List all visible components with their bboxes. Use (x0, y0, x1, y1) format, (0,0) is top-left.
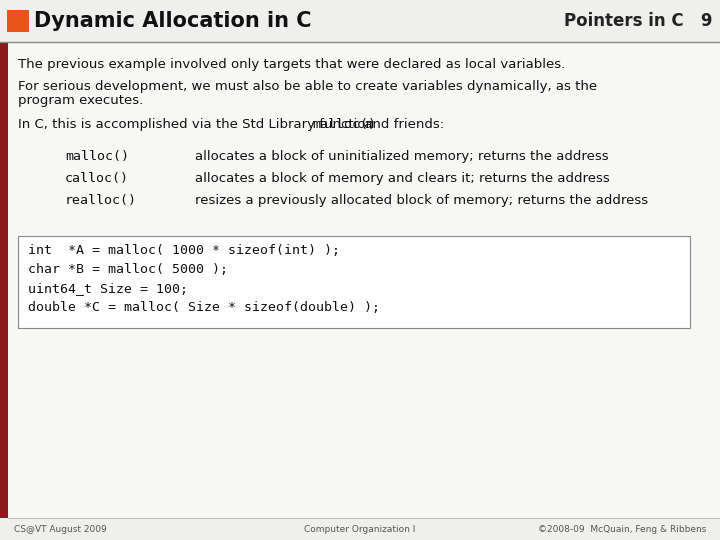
Text: The previous example involved only targets that were declared as local variables: The previous example involved only targe… (18, 58, 565, 71)
Text: Dynamic Allocation in C: Dynamic Allocation in C (34, 11, 312, 31)
Text: uint64_t Size = 100;: uint64_t Size = 100; (28, 282, 188, 295)
Text: char *B = malloc( 5000 );: char *B = malloc( 5000 ); (28, 263, 228, 276)
Text: malloc(): malloc() (65, 150, 129, 163)
FancyBboxPatch shape (8, 43, 720, 518)
Text: allocates a block of memory and clears it; returns the address: allocates a block of memory and clears i… (195, 172, 610, 185)
FancyBboxPatch shape (0, 0, 720, 42)
Text: resizes a previously allocated block of memory; returns the address: resizes a previously allocated block of … (195, 194, 648, 207)
Text: ©2008-09  McQuain, Feng & Ribbens: ©2008-09 McQuain, Feng & Ribbens (538, 524, 706, 534)
Text: allocates a block of uninitialized memory; returns the address: allocates a block of uninitialized memor… (195, 150, 608, 163)
Text: Computer Organization I: Computer Organization I (305, 524, 415, 534)
FancyBboxPatch shape (18, 236, 690, 328)
Text: program executes.: program executes. (18, 94, 143, 107)
Text: CS@VT August 2009: CS@VT August 2009 (14, 524, 107, 534)
Text: int  *A = malloc( 1000 * sizeof(int) );: int *A = malloc( 1000 * sizeof(int) ); (28, 244, 340, 257)
Text: In C, this is accomplished via the Std Library function: In C, this is accomplished via the Std L… (18, 118, 378, 131)
Text: malloc(): malloc() (312, 118, 376, 131)
Text: Pointers in C   9: Pointers in C 9 (564, 12, 713, 30)
FancyBboxPatch shape (0, 43, 8, 518)
FancyBboxPatch shape (7, 10, 29, 32)
Text: realloc(): realloc() (65, 194, 137, 207)
Text: double *C = malloc( Size * sizeof(double) );: double *C = malloc( Size * sizeof(double… (28, 301, 380, 314)
Text: calloc(): calloc() (65, 172, 129, 185)
Text: and friends:: and friends: (360, 118, 444, 131)
Text: For serious development, we must also be able to create variables dynamically, a: For serious development, we must also be… (18, 80, 597, 93)
